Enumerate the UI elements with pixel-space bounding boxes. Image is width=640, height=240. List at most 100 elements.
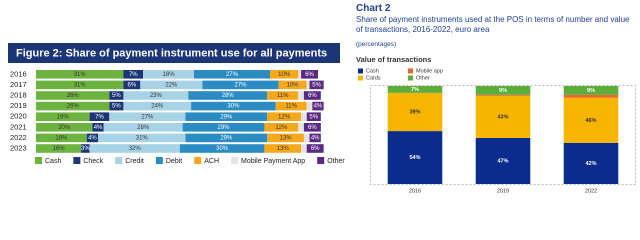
legend-label: Mobile app [416,68,443,74]
bar-segment [89,144,180,153]
legend-swatch [358,75,363,81]
data-label: 4% [311,135,320,141]
data-label: 29% [220,114,233,120]
data-label: 32% [129,146,142,152]
legend-swatch [194,157,202,164]
chart-subtitle: Share of payment instruments used at the… [356,15,630,34]
bar-segment [563,94,619,98]
data-label: 22% [165,82,178,88]
legend-swatch [358,68,363,74]
data-label: 5% [309,114,318,120]
legend-label: Cash [366,68,379,74]
bar-segment [301,144,307,153]
x-tick-label: 2016 [409,188,421,194]
bar-segment [81,144,90,153]
data-label: 9% [587,88,595,94]
data-label: 43% [497,114,508,120]
bar-segment [303,123,321,132]
data-label: 13% [277,146,290,152]
bar-segment [92,123,104,132]
data-label: 6% [128,82,137,88]
y-tick-label: 2023 [10,143,27,152]
bar-segment [563,142,619,184]
data-label: 13% [280,135,293,141]
data-label: 54% [409,155,420,161]
x-tick-label: 2022 [585,188,597,194]
bar-segment [123,70,144,79]
data-label: 11% [277,93,289,99]
data-label: 31% [136,135,149,141]
bar-segment [109,91,124,100]
bar-segment [267,133,304,143]
legend-label: Mobile Payment App [241,158,305,165]
data-label: 7% [95,114,104,120]
bar-segment [270,70,299,79]
legend-label: Cards [366,75,381,81]
y-tick-label: 2016 [10,69,27,78]
bar-segment [123,80,141,90]
data-label: 5% [312,82,321,88]
data-label: 39% [409,109,420,115]
bar-segment [193,70,271,79]
bar-segment [475,86,531,95]
data-label: 6% [308,125,317,131]
data-label: 18% [163,72,176,78]
data-label: 31% [74,82,87,88]
bar-segment [301,112,307,121]
data-label: 6% [305,72,314,78]
data-label: 5% [112,93,121,99]
legend-swatch [155,157,163,164]
data-label: 6% [311,146,320,152]
y-tick-label: 2020 [10,112,27,121]
y-tick-label: 2022 [10,133,27,142]
legend-swatch [408,75,413,81]
bar-segment [86,133,99,143]
legend-label: Other [327,158,345,165]
bar-segment [387,86,443,93]
bar-segment [36,91,110,100]
bar-segment [264,144,302,153]
bar-segment [301,70,318,79]
y-tick-label: 2018 [10,90,27,99]
bar-segment [185,133,268,143]
legend-swatch [115,157,123,164]
data-label: 4% [94,125,103,131]
bar-segment [475,95,531,138]
legend-swatch [73,157,81,164]
data-label: 3% [81,146,90,152]
bar-segment [109,112,186,121]
data-label: 5% [112,104,121,110]
data-label: 27% [141,114,154,120]
bar-segment [387,92,443,132]
bar-segment [264,123,299,132]
data-label: 27% [226,72,239,78]
bar-segment [36,112,90,121]
bar-segment [123,101,192,111]
bar-segment [36,123,93,132]
bar-segment [278,80,307,90]
bar-segment [563,97,619,143]
bar-segment [312,101,324,111]
bar-segment [306,80,310,90]
y-tick-label: 2021 [10,122,27,131]
data-label: 7% [411,87,419,93]
data-label: 10% [287,82,300,88]
bar-segment [298,123,304,132]
bar-segment [267,112,302,121]
data-label: 47% [497,158,508,164]
bar-segment [89,112,110,121]
legend-swatch [35,157,42,164]
data-label: 30% [227,104,240,110]
title-bar [8,43,340,63]
page: Figure 2: Share of payment instrument us… [8,3,636,195]
legend-label: Credit [125,158,144,165]
data-label: 9% [499,88,507,94]
data-label: 29% [218,125,231,131]
bar-segment [275,101,307,111]
bar-segment [188,91,268,100]
legend-label: Other [416,75,430,81]
data-label: 31% [74,72,87,78]
plot-frame [370,85,636,185]
bar-segment [563,86,619,95]
bar-segment [143,70,194,79]
